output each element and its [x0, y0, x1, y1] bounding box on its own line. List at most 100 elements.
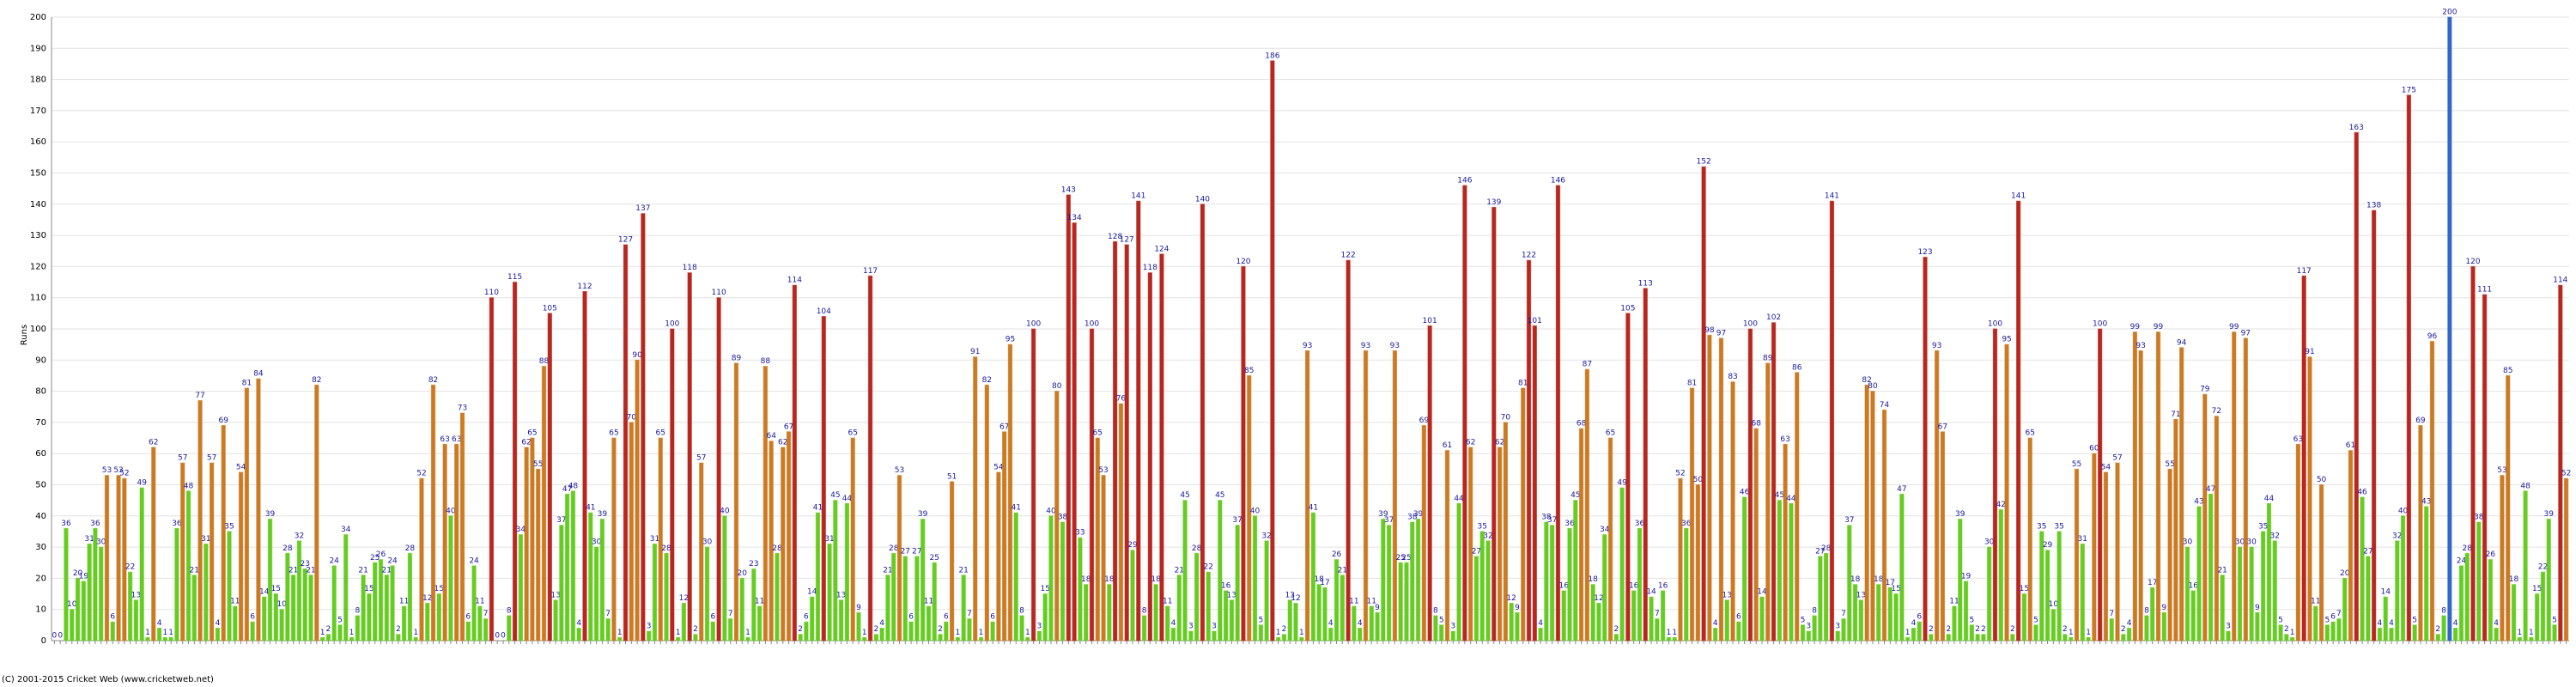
bar	[1352, 605, 1357, 641]
value-label: 105	[1620, 304, 1635, 313]
bar	[430, 384, 436, 641]
bar	[262, 596, 267, 641]
value-label: 114	[787, 277, 802, 285]
bar	[2295, 443, 2301, 641]
value-label: 80	[1052, 382, 1062, 391]
bar	[2523, 490, 2528, 641]
value-label: 4	[2378, 619, 2383, 628]
bar	[407, 552, 413, 641]
value-label: 16	[1629, 581, 1639, 590]
bar	[1007, 344, 1013, 641]
bar	[1369, 605, 1374, 641]
y-tick-label: 0	[41, 636, 46, 646]
value-label: 3	[1037, 623, 1042, 631]
value-label: 152	[1697, 158, 1711, 167]
bar	[541, 366, 547, 641]
value-label: 39	[918, 510, 928, 519]
value-label: 18	[1151, 575, 1161, 584]
bar	[570, 490, 576, 641]
value-label: 6	[908, 613, 914, 622]
bar	[1893, 593, 1899, 641]
bar	[967, 618, 972, 641]
bar	[331, 565, 337, 641]
value-label: 102	[1766, 313, 1781, 322]
bar	[1917, 621, 1922, 641]
value-label: 1	[617, 629, 623, 637]
value-label: 100	[2093, 320, 2107, 329]
bar	[2196, 506, 2202, 641]
bar	[2033, 624, 2038, 641]
value-label: 85	[2503, 367, 2512, 375]
value-label: 6	[804, 613, 809, 622]
bar	[1159, 253, 1164, 641]
value-label: 2	[693, 625, 698, 634]
value-label: 19	[1961, 573, 1971, 581]
value-label: 36	[61, 520, 71, 528]
bar	[2063, 634, 2068, 641]
value-label: 15	[434, 585, 444, 593]
value-label: 7	[483, 610, 489, 618]
bar	[1747, 328, 1753, 641]
value-label: 35	[2258, 522, 2268, 531]
value-label: 110	[484, 289, 499, 297]
value-label: 8	[1812, 606, 1817, 615]
bar	[1987, 546, 1992, 641]
value-label: 31	[2078, 535, 2087, 544]
value-label: 22	[125, 563, 135, 572]
value-label: 60	[2089, 445, 2099, 453]
bar	[1881, 409, 1887, 641]
bar	[1829, 200, 1835, 641]
value-label: 1	[2529, 629, 2534, 637]
bar	[2237, 546, 2243, 641]
value-label: 31	[650, 535, 659, 544]
value-label: 4	[1538, 619, 1543, 628]
value-label: 45	[1180, 491, 1189, 500]
bar	[1153, 584, 1158, 641]
bar	[756, 605, 762, 641]
value-label: 27	[1815, 547, 1825, 556]
bar	[413, 636, 418, 641]
bar	[1497, 447, 1503, 641]
value-label: 53	[1098, 466, 1108, 475]
bar	[885, 575, 890, 641]
value-label: 9	[1515, 604, 1520, 612]
value-label: 4	[879, 619, 884, 628]
value-label: 54	[993, 463, 1004, 471]
value-label: 34	[516, 526, 526, 534]
value-label: 71	[2171, 410, 2180, 419]
value-label: 5	[2412, 616, 2417, 624]
bar	[185, 490, 191, 641]
y-tick-label: 30	[35, 543, 46, 552]
bar	[1415, 518, 1421, 641]
value-label: 33	[1075, 529, 1084, 538]
bar	[2552, 624, 2557, 641]
bar	[2109, 618, 2114, 641]
bar	[1549, 525, 1555, 641]
value-label: 38	[1541, 514, 1552, 522]
value-label: 122	[1522, 252, 1536, 260]
bar	[844, 502, 850, 641]
bar	[2529, 636, 2534, 641]
bar	[850, 437, 855, 641]
value-label: 34	[341, 526, 351, 534]
value-label: 9	[1375, 604, 1380, 612]
bar	[1730, 381, 1735, 641]
bar	[1783, 443, 1788, 641]
value-label: 87	[1583, 361, 1592, 369]
bar	[1107, 584, 1112, 641]
value-label: 20	[73, 569, 83, 578]
bar	[1870, 391, 1875, 641]
bar	[1584, 368, 1590, 641]
value-label: 122	[1341, 252, 1356, 260]
bar	[227, 531, 232, 641]
bar	[2272, 540, 2277, 641]
bar	[2150, 587, 2155, 641]
value-label: 11	[1949, 598, 1959, 606]
bar	[1287, 599, 1292, 641]
value-label: 5	[1439, 616, 1444, 624]
bar	[1258, 624, 1263, 641]
value-label: 120	[2465, 258, 2480, 266]
value-label: 35	[1477, 522, 1486, 531]
value-label: 95	[1005, 336, 1015, 344]
value-label: 68	[1751, 420, 1761, 429]
